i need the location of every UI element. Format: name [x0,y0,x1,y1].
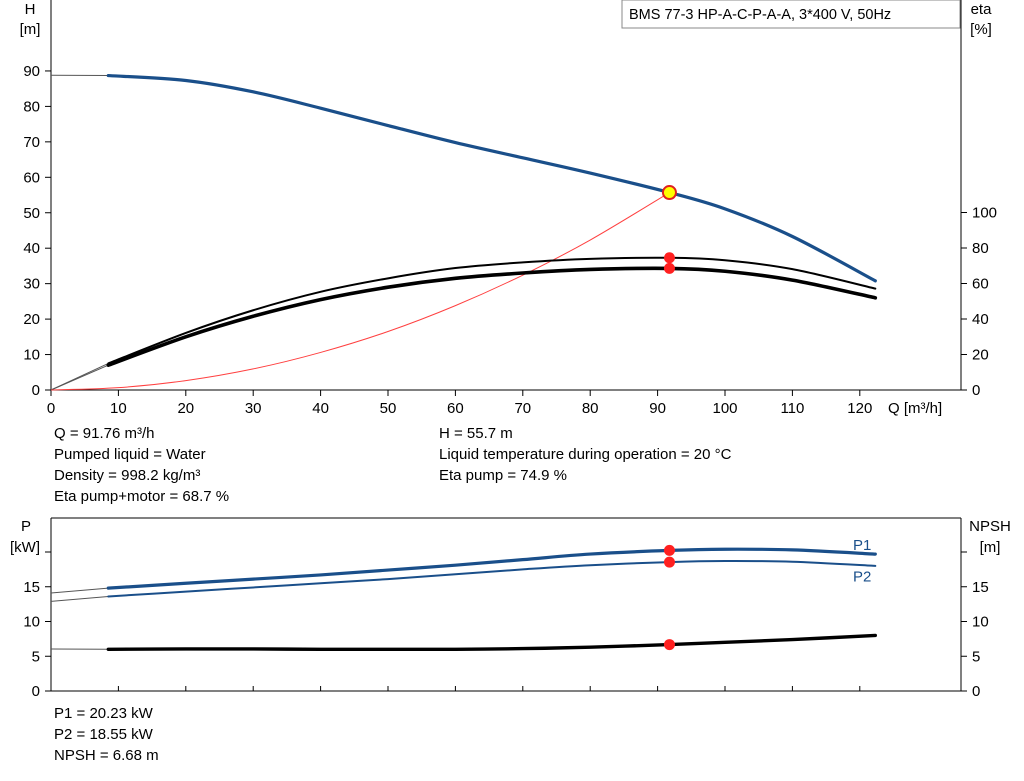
head-tick-label: 20 [23,311,40,328]
npsh-axis-label: NPSH [969,518,1011,535]
npsh-tick-label: 0 [972,683,980,700]
duty-point [661,185,677,201]
head-tick-label: 90 [23,63,40,80]
x-tick-label: 100 [712,400,737,417]
head-curve [106,73,877,283]
info-flow: Q = 91.76 m³/h [54,425,155,442]
npsh-curve [106,633,877,652]
x-tick-label: 120 [847,400,872,417]
eta-tick-label: 0 [972,382,980,399]
npsh-axis-label-unit: [m] [980,539,1001,556]
p1-curve [106,547,877,590]
info-eta-pump: Eta pump = 74.9 % [439,467,567,484]
info-lower-left: P1 = 20.23 kW P2 = 18.55 kW NPSH = 6.68 … [54,703,159,766]
head-tick-label: 30 [23,276,40,293]
head-tick-label: 80 [23,98,40,115]
head-eta-curves [50,73,878,391]
power-npsh-ticks: 0 5 10 15 0 5 10 15 [23,551,989,700]
x-tick-label: 80 [582,400,599,417]
npsh-tick-label: 15 [972,579,989,596]
power-axis-label-unit: [kW] [10,539,40,556]
npsh-tick-label: 10 [972,614,989,631]
x-tick-label: 20 [177,400,194,417]
extrapolation-line [50,587,109,594]
x-tick-label: 90 [649,400,666,417]
head-tick-label: 50 [23,205,40,222]
head-tick-label: 0 [32,382,40,399]
power-tick-label: 15 [23,579,40,596]
info-head: H = 55.7 m [439,425,513,442]
eta-axis-label: eta [971,1,993,18]
operating-point [663,544,675,556]
npsh-tick-label: 5 [972,648,980,665]
eta-tick-label: 80 [972,240,989,257]
power-npsh-curves [50,547,877,652]
power-npsh-operating-points [663,544,675,651]
operating-point [663,556,675,568]
head-axis-label-unit: [m] [20,21,41,38]
info-density: Density = 998.2 kg/m³ [54,467,201,484]
power-axis-label-p: P [21,518,31,535]
info-npsh: NPSH = 6.68 m [54,747,159,764]
head-tick-label: 10 [23,347,40,364]
system-curve [50,192,670,391]
extrapolation-line [50,364,109,391]
series-label-p2: P2 [853,568,871,585]
head-tick-label: 60 [23,169,40,186]
extrapolation-line [50,595,109,602]
pump-model-box [621,0,961,29]
x-tick-label: 110 [780,400,804,417]
flow-axis-label: Q [m³/h] [888,400,942,417]
power-tick-label: 5 [32,648,40,665]
x-tick-label: 50 [380,400,397,417]
eta-pump-curve [107,256,877,365]
head-axis-label-h: H [25,1,36,18]
power-tick-label: 10 [23,614,40,631]
info-p1: P1 = 20.23 kW [54,705,153,722]
head-eta-plot-frame [50,0,962,391]
operating-point [663,252,675,264]
info-pumped-liquid: Pumped liquid = Water [54,446,206,463]
power-series-labels: P1 P2 [853,537,871,585]
eta-axis-label-unit: [%] [970,21,992,38]
series-label-p1: P1 [853,537,871,554]
power-npsh-plot-frame [50,517,962,692]
head-tick-label: 70 [23,134,40,151]
eta-tick-label: 100 [972,205,997,222]
eta-tick-label: 20 [972,347,989,364]
operating-point [663,262,675,274]
operating-point [663,639,675,651]
info-upper-left: Q = 91.76 m³/h Pumped liquid = Water Den… [54,423,229,507]
head-eta-ticks: 0 10 20 30 40 50 60 70 80 90 100 110 120 0 10 20 30 40 50 6… [23,63,997,417]
info-liquid-temperature: Liquid temperature during operation = 20… [439,446,732,463]
info-eta-pump-motor: Eta pump+motor = 68.7 % [54,488,230,505]
x-tick-label: 40 [312,400,329,417]
x-tick-label: 70 [514,400,531,417]
x-tick-label: 60 [447,400,464,417]
power-tick-label: 0 [32,683,40,700]
p2-curve [107,560,877,598]
pump-model-title: BMS 77-3 HP-A-C-P-A-A, 3*400 V, 50Hz [629,7,891,23]
x-tick-label: 10 [110,400,127,417]
eta-tick-label: 60 [972,276,989,293]
x-tick-label: 0 [47,400,55,417]
x-tick-label: 30 [245,400,262,417]
head-eta-operating-points [661,185,677,274]
eta-tick-label: 40 [972,311,989,328]
head-tick-label: 40 [23,240,40,257]
info-p2: P2 = 18.55 kW [54,726,153,743]
eta-pump-motor-curve [106,266,878,367]
info-upper-right: H = 55.7 m Liquid temperature during ope… [439,423,731,486]
